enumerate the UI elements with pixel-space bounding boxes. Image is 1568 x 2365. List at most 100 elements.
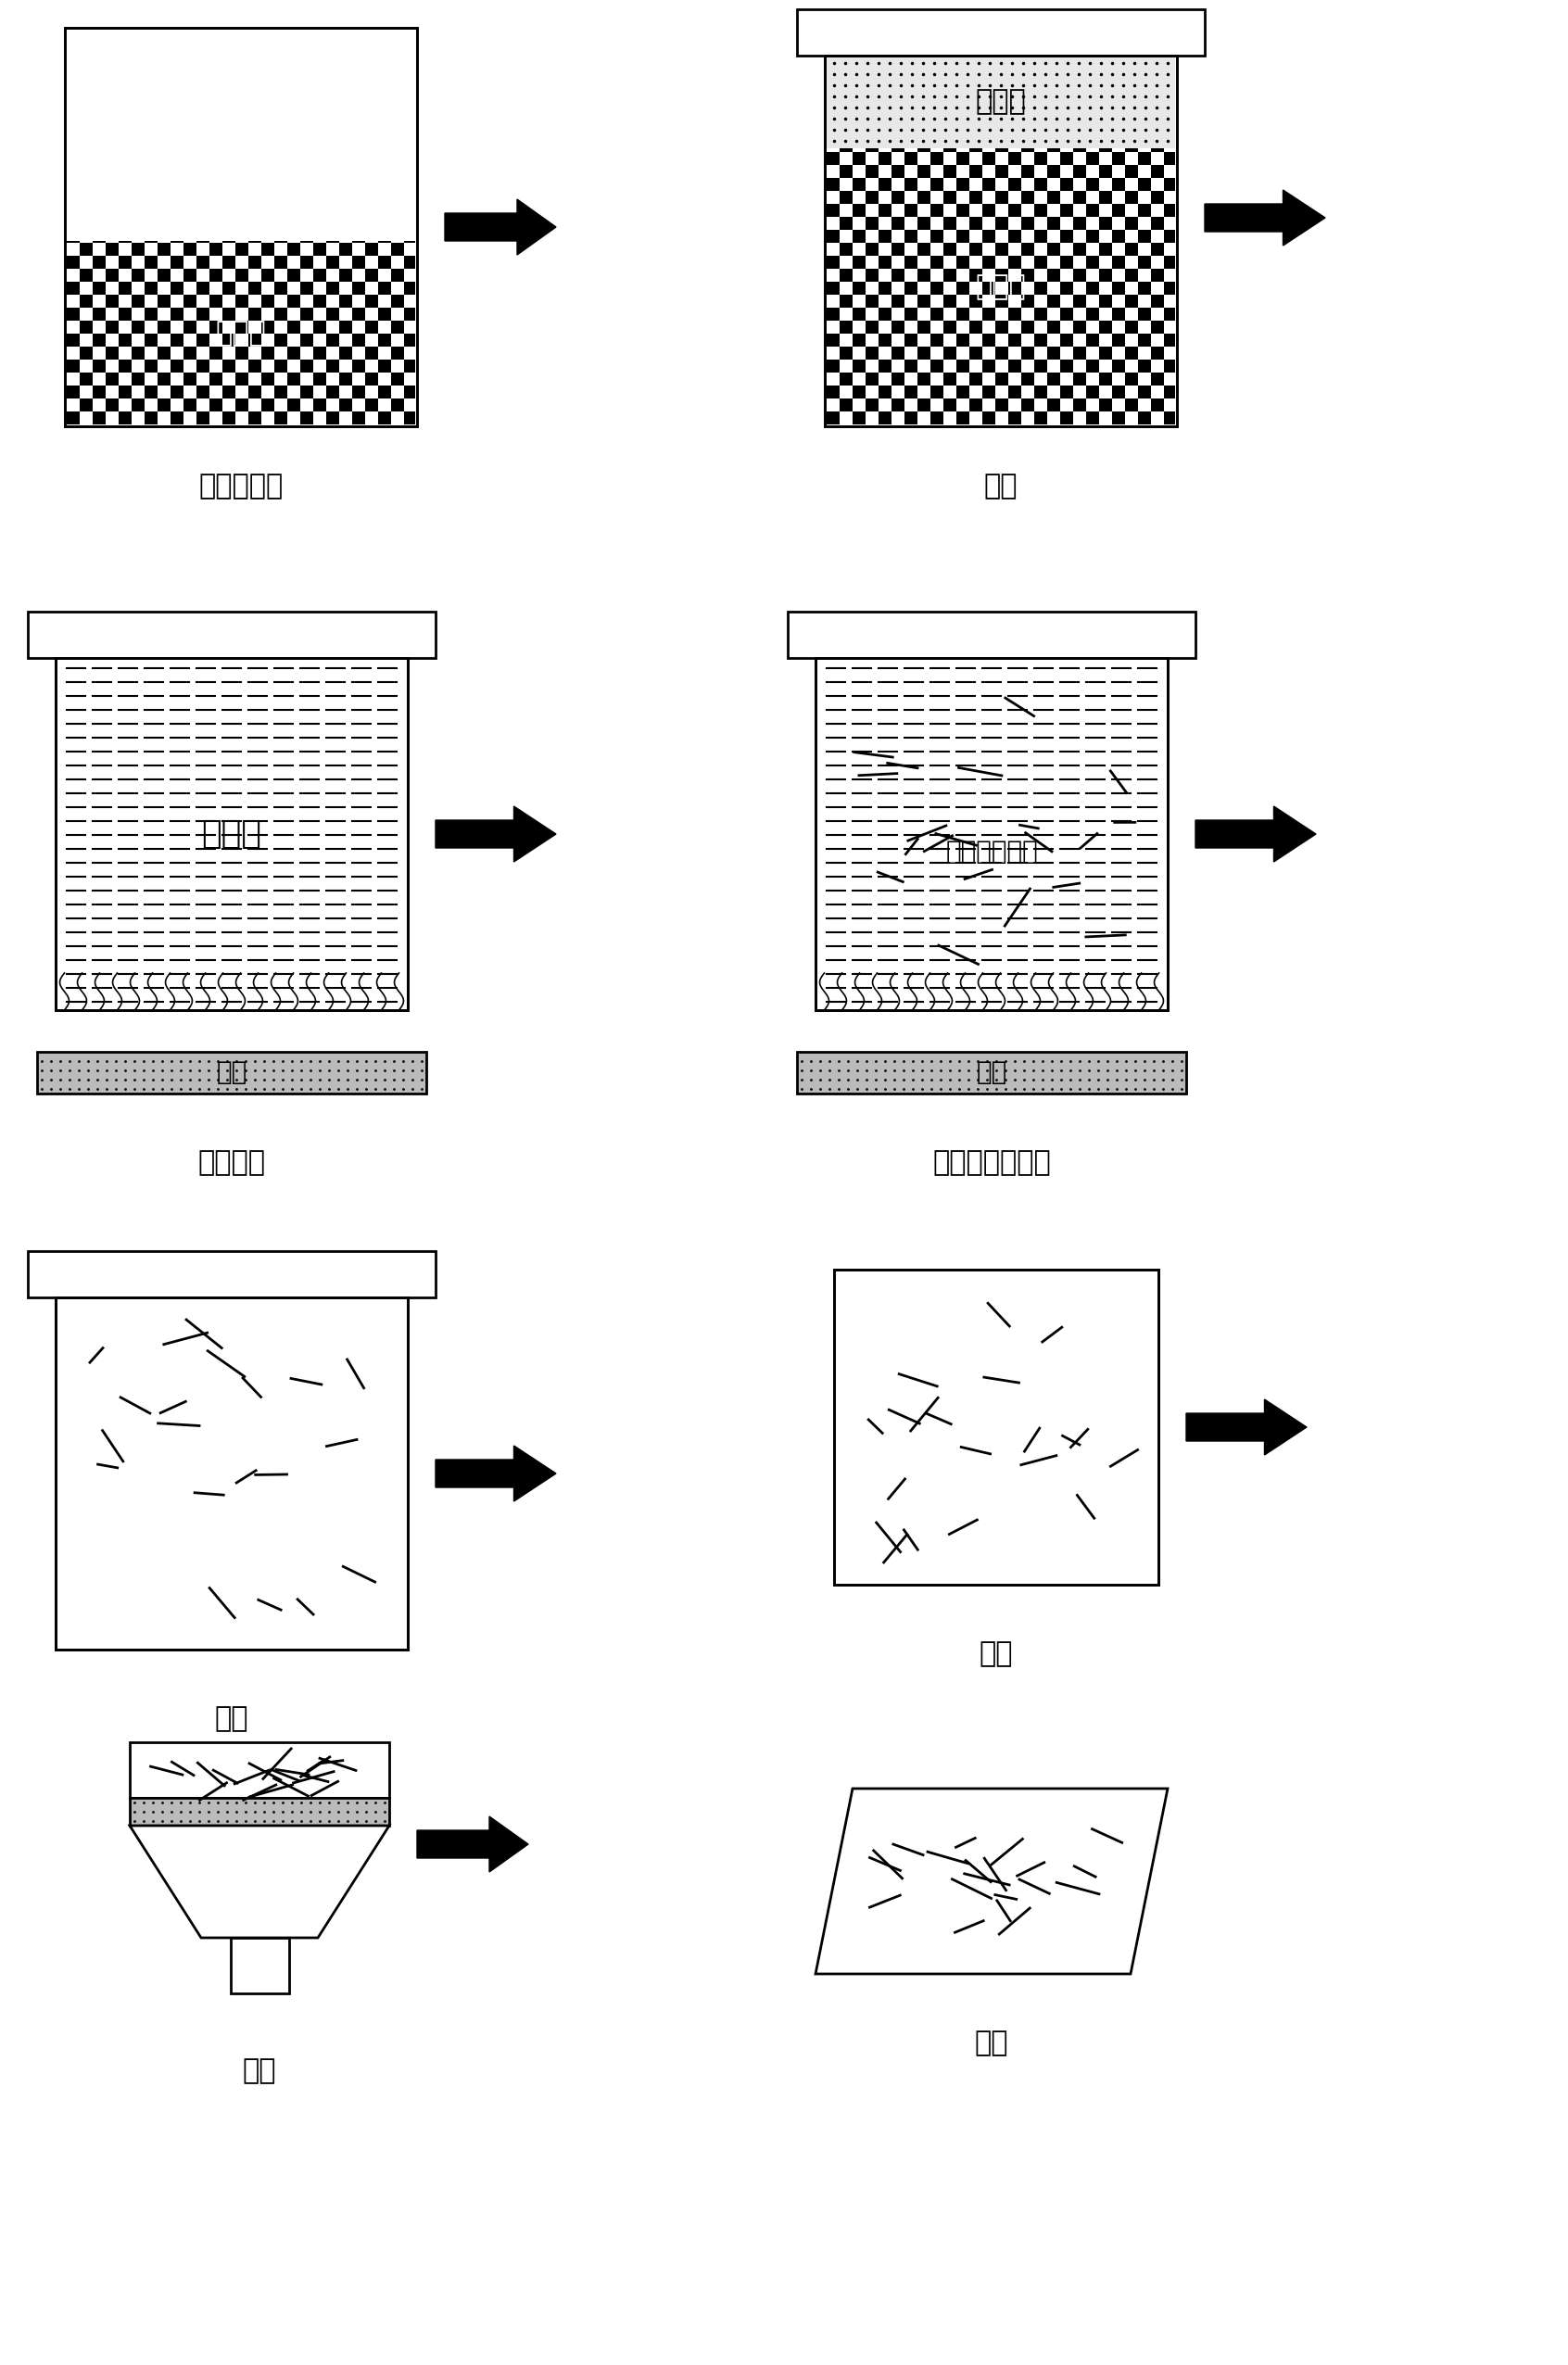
Bar — [1124, 374, 1138, 385]
Bar — [339, 296, 353, 307]
Bar — [223, 385, 235, 397]
Bar — [1138, 229, 1151, 244]
Bar — [826, 151, 839, 166]
Bar — [105, 348, 119, 359]
Bar — [917, 192, 930, 203]
Bar — [339, 270, 353, 281]
Bar — [28, 613, 436, 657]
Bar — [1035, 307, 1047, 322]
Text: 加热熔融: 加热熔融 — [198, 1149, 265, 1175]
Bar — [196, 333, 210, 348]
Bar — [839, 244, 853, 255]
Bar — [1035, 255, 1047, 270]
Bar — [826, 57, 1174, 149]
Bar — [1151, 270, 1163, 281]
Bar — [996, 192, 1008, 203]
Bar — [839, 296, 853, 307]
Bar — [378, 281, 390, 296]
Bar — [262, 296, 274, 307]
Bar — [1112, 151, 1124, 166]
Bar — [839, 192, 853, 203]
Bar — [1047, 192, 1060, 203]
Bar — [130, 1797, 389, 1826]
Bar — [878, 412, 892, 423]
Bar — [1008, 151, 1021, 166]
Bar — [1151, 322, 1163, 333]
Bar — [132, 322, 144, 333]
Bar — [1163, 333, 1174, 348]
Bar — [982, 177, 996, 192]
Bar — [1008, 203, 1021, 218]
Bar — [210, 296, 223, 307]
Bar — [1073, 244, 1087, 255]
Bar — [130, 1743, 389, 1797]
Bar — [969, 218, 982, 229]
Bar — [944, 270, 956, 281]
Bar — [878, 203, 892, 218]
Bar — [826, 229, 839, 244]
Bar — [64, 28, 417, 426]
Bar — [866, 374, 878, 385]
Bar — [1047, 348, 1060, 359]
Bar — [365, 397, 378, 412]
Bar — [866, 397, 878, 412]
Bar — [1138, 177, 1151, 192]
Bar — [405, 307, 416, 322]
Bar — [982, 229, 996, 244]
Bar — [144, 307, 157, 322]
Bar — [944, 192, 956, 203]
Bar — [223, 281, 235, 296]
Bar — [996, 348, 1008, 359]
Bar — [171, 281, 183, 296]
Bar — [1112, 255, 1124, 270]
Bar — [67, 281, 80, 296]
Bar — [299, 359, 314, 374]
Bar — [930, 255, 944, 270]
Bar — [171, 255, 183, 270]
Bar — [834, 1270, 1159, 1585]
Bar — [157, 270, 171, 281]
Text: 加热: 加热 — [216, 1060, 248, 1086]
Bar — [196, 385, 210, 397]
Bar — [183, 397, 196, 412]
Bar — [157, 374, 171, 385]
Bar — [55, 657, 408, 1010]
Bar — [866, 270, 878, 281]
Bar — [93, 385, 105, 397]
Bar — [1163, 203, 1174, 218]
Bar — [183, 374, 196, 385]
Bar — [982, 203, 996, 218]
Bar — [1124, 149, 1138, 151]
Bar — [287, 322, 299, 333]
Bar — [839, 397, 853, 412]
Bar — [1021, 149, 1035, 151]
Bar — [1099, 218, 1112, 229]
Bar — [171, 385, 183, 397]
Bar — [378, 385, 390, 397]
Bar — [287, 348, 299, 359]
Bar — [905, 412, 917, 423]
Bar — [196, 281, 210, 296]
Bar — [996, 397, 1008, 412]
Bar — [866, 244, 878, 255]
Bar — [834, 1270, 1159, 1585]
Bar — [1138, 359, 1151, 374]
Bar — [1047, 296, 1060, 307]
Bar — [1138, 151, 1151, 166]
Polygon shape — [436, 1445, 557, 1502]
Text: 纳米材料形成: 纳米材料形成 — [946, 840, 1038, 866]
Bar — [105, 270, 119, 281]
Bar — [144, 359, 157, 374]
Bar — [1124, 397, 1138, 412]
Bar — [982, 412, 996, 423]
Polygon shape — [130, 1826, 389, 1937]
Bar — [157, 296, 171, 307]
Bar — [1151, 192, 1163, 203]
Bar — [982, 333, 996, 348]
Bar — [905, 333, 917, 348]
Bar — [1112, 229, 1124, 244]
Bar — [274, 385, 287, 397]
Bar — [262, 244, 274, 255]
Bar — [982, 359, 996, 374]
Bar — [1008, 359, 1021, 374]
